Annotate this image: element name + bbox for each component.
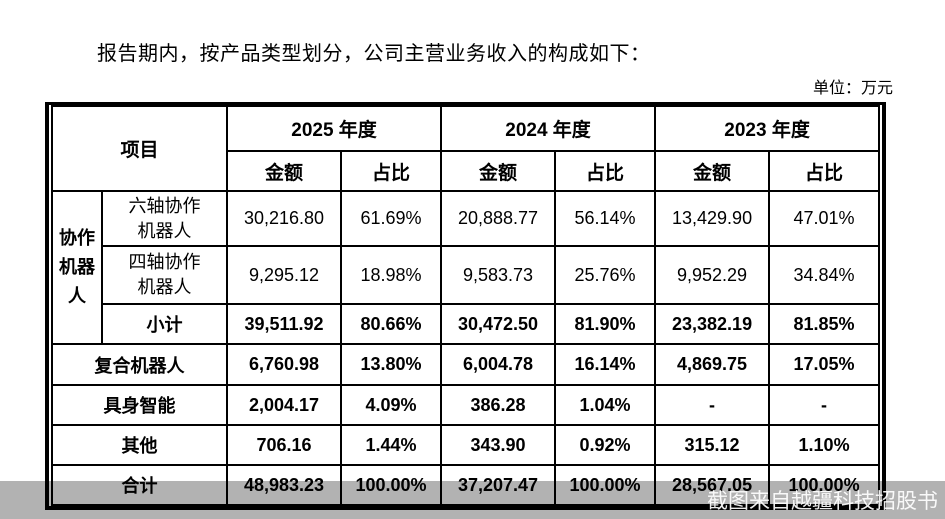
header-year-2025: 2025 年度 [226, 105, 443, 152]
watermark-text: 截图来自越疆科技招股书 [707, 489, 938, 513]
cell-six-axis-2024-ratio: 56.14% [554, 190, 657, 247]
cell-embodied-2025-amount: 2,004.17 [226, 384, 343, 426]
cell-six-axis-2025-amount: 30,216.80 [226, 190, 343, 247]
cell-embodied-2023-ratio: - [768, 384, 881, 426]
label-embodied-ai: 具身智能 [50, 384, 229, 426]
intro-text: 报告期内，按产品类型划分，公司主营业务收入的构成如下： [97, 43, 651, 65]
label-total: 合计 [50, 464, 229, 506]
cell-subtotal-2023-amount: 23,382.19 [654, 303, 771, 345]
row-embodied-ai: 具身智能 2,004.17 4.09% 386.28 1.04% - - [50, 384, 881, 426]
cell-embodied-2023-amount: - [654, 384, 771, 426]
cell-embodied-2024-ratio: 1.04% [554, 384, 657, 426]
label-other: 其他 [50, 424, 229, 466]
cell-embodied-2024-amount: 386.28 [440, 384, 557, 426]
cell-total-2024-ratio: 100.00% [554, 464, 657, 506]
group-label-collaborative-robot: 协作机器人 [51, 190, 103, 345]
header-amount-2025: 金额 [226, 150, 343, 192]
cell-total-2023-ratio: 100.00% [768, 464, 881, 506]
label-four-axis: 四轴协作机器人 [100, 245, 229, 305]
cell-six-axis-2025-ratio: 61.69% [340, 190, 443, 247]
cell-four-axis-2024-amount: 9,583.73 [440, 245, 557, 305]
row-subtotal: 小计 39,511.92 80.66% 30,472.50 81.90% 23,… [52, 303, 881, 345]
revenue-table: 项目 2025 年度 2024 年度 2023 年度 金额 占比 金额 占比 金… [50, 105, 881, 506]
cell-four-axis-2023-ratio: 34.84% [768, 245, 881, 305]
cell-other-2023-amount: 315.12 [654, 424, 771, 466]
cell-subtotal-2024-amount: 30,472.50 [440, 303, 557, 345]
row-six-axis: 协作机器人 六轴协作机器人 30,216.80 61.69% 20,888.77… [51, 190, 881, 345]
cell-total-2024-amount: 37,207.47 [440, 464, 557, 506]
cell-embodied-2025-ratio: 4.09% [340, 384, 443, 426]
cell-four-axis-2023-amount: 9,952.29 [654, 245, 771, 305]
cell-subtotal-2025-ratio: 80.66% [340, 303, 443, 345]
row-total: 合计 48,983.23 100.00% 37,207.47 100.00% 2… [50, 464, 881, 506]
row-composite-robot: 复合机器人 6,760.98 13.80% 6,004.78 16.14% 4,… [50, 343, 881, 386]
row-other: 其他 706.16 1.44% 343.90 0.92% 315.12 1.10… [50, 424, 881, 466]
cell-composite-2025-ratio: 13.80% [340, 343, 443, 386]
header-ratio-2025: 占比 [340, 150, 443, 192]
cell-six-axis-2024-amount: 20,888.77 [440, 190, 557, 247]
cell-composite-2024-amount: 6,004.78 [440, 343, 557, 386]
label-six-axis-text: 六轴协作机器人 [128, 195, 201, 241]
cell-other-2024-ratio: 0.92% [554, 424, 657, 466]
cell-four-axis-2024-ratio: 25.76% [554, 245, 657, 305]
label-composite-robot: 复合机器人 [50, 343, 229, 386]
cell-other-2025-ratio: 1.44% [340, 424, 443, 466]
cell-total-2025-amount: 48,983.23 [226, 464, 343, 506]
header-amount-2024: 金额 [440, 150, 557, 192]
row-four-axis: 四轴协作机器人 9,295.12 18.98% 9,583.73 25.76% … [52, 245, 881, 305]
label-six-axis: 六轴协作机器人 [100, 190, 229, 247]
cell-other-2024-amount: 343.90 [440, 424, 557, 466]
cell-six-axis-2023-amount: 13,429.90 [654, 190, 771, 247]
cell-subtotal-2023-ratio: 81.85% [768, 303, 881, 345]
header-ratio-2024: 占比 [554, 150, 657, 192]
cell-composite-2025-amount: 6,760.98 [226, 343, 343, 386]
header-year-2023: 2023 年度 [654, 105, 881, 152]
watermark-bar: 截图来自越疆科技招股书 [0, 481, 945, 519]
cell-total-2025-ratio: 100.00% [340, 464, 443, 506]
label-four-axis-text: 四轴协作机器人 [128, 252, 201, 297]
cell-composite-2023-amount: 4,869.75 [654, 343, 771, 386]
header-ratio-2023: 占比 [768, 150, 881, 192]
header-amount-2023: 金额 [654, 150, 771, 192]
label-subtotal: 小计 [100, 303, 229, 345]
cell-four-axis-2025-ratio: 18.98% [340, 245, 443, 305]
header-item: 项目 [50, 105, 229, 192]
cell-subtotal-2024-ratio: 81.90% [554, 303, 657, 345]
cell-total-2023-amount: 28,567.05 [654, 464, 771, 506]
unit-label: 单位：万元 [812, 80, 893, 97]
cell-four-axis-2025-amount: 9,295.12 [226, 245, 343, 305]
cell-composite-2023-ratio: 17.05% [768, 343, 881, 386]
header-year-2024: 2024 年度 [440, 105, 657, 152]
cell-other-2025-amount: 706.16 [226, 424, 343, 466]
cell-other-2023-ratio: 1.10% [768, 424, 881, 466]
cell-subtotal-2025-amount: 39,511.92 [226, 303, 343, 345]
cell-six-axis-2023-ratio: 47.01% [768, 190, 881, 247]
revenue-table-frame: 项目 2025 年度 2024 年度 2023 年度 金额 占比 金额 占比 金… [45, 102, 887, 510]
cell-composite-2024-ratio: 16.14% [554, 343, 657, 386]
